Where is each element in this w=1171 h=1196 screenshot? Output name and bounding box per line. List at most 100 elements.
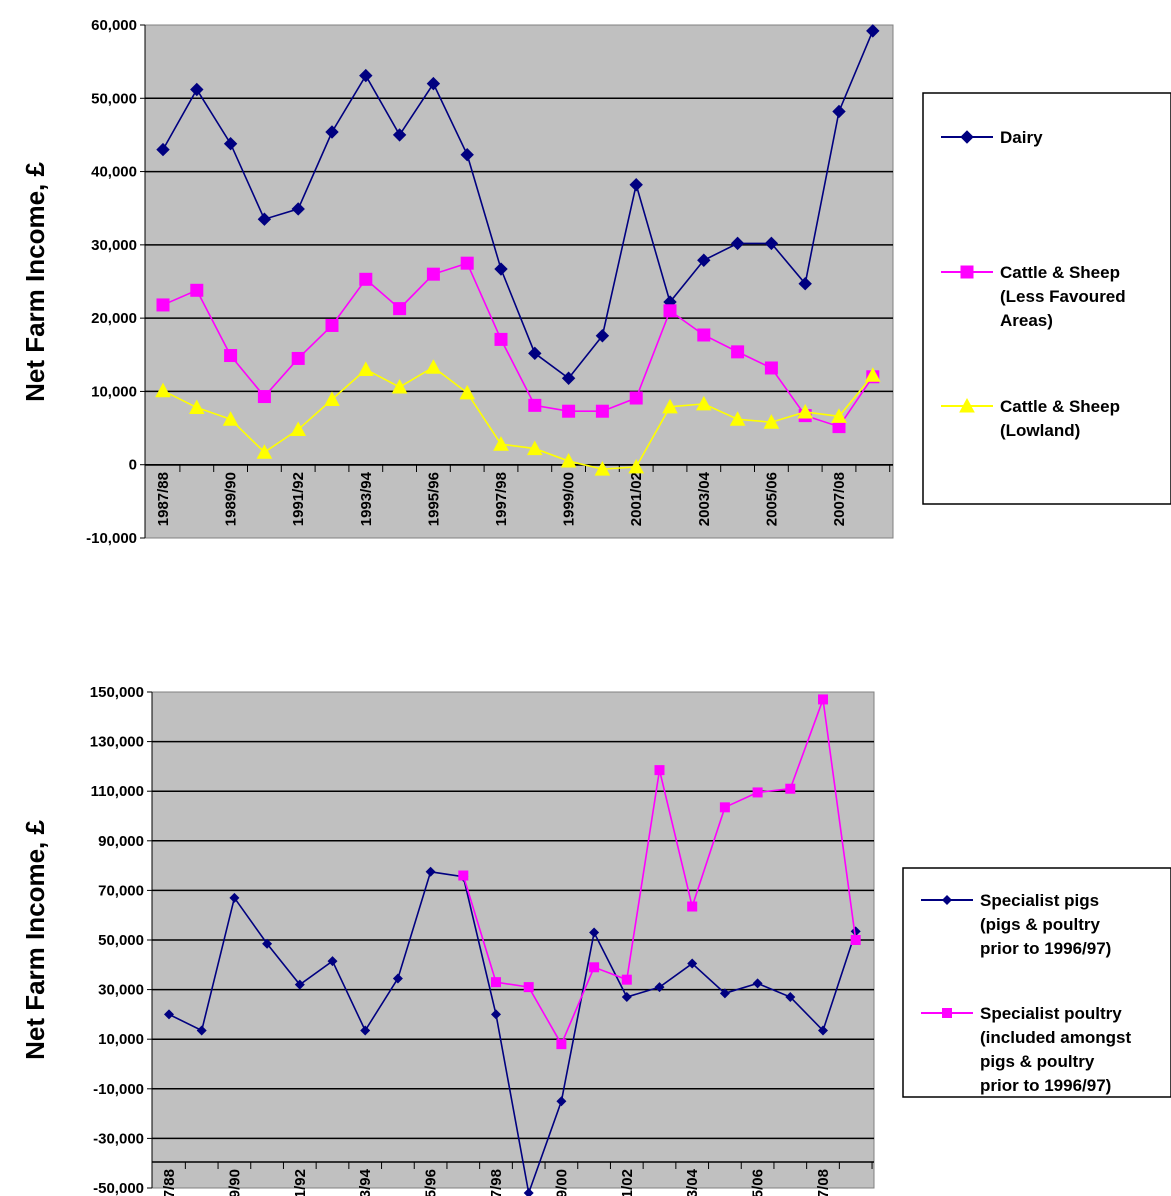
chart2-x-tick-label: 1989/90 — [226, 1169, 243, 1196]
chart1-y-axis-title: Net Farm Income, £ — [20, 162, 50, 402]
chart2-series-1-point — [360, 1025, 371, 1036]
chart2-series-2-point — [621, 974, 632, 985]
chart1-series-1-point — [629, 178, 643, 192]
chart2-series-1-point — [719, 988, 730, 999]
chart1-series-1-point — [156, 142, 170, 157]
chart2-series-1-point — [785, 992, 796, 1003]
chart2-y-tick-label: 90,000 — [98, 833, 144, 850]
chart1-series-1-point — [697, 253, 711, 267]
chart1-series-2-point — [629, 391, 643, 405]
chart1-y-tick-label: -10,000 — [86, 530, 137, 547]
chart2-series-2-point — [556, 1039, 567, 1050]
chart1-series-3-point — [729, 411, 746, 426]
chart1-series-3-point — [425, 359, 442, 374]
chart1-series-2-point — [764, 361, 778, 375]
chart1-x-tick-label: 2005/06 — [763, 472, 780, 526]
chart2-series-1-point — [392, 973, 403, 984]
chart1-series-3-point — [459, 384, 476, 400]
chart1-x-tick-label: 2007/08 — [831, 472, 848, 526]
chart2-series-1-point — [850, 926, 861, 937]
chart1-legend-label: Dairy — [1000, 128, 1043, 147]
chart1-series-1-point — [223, 137, 238, 151]
chart1-series-2-point — [528, 398, 542, 412]
chart2-series-1-point — [621, 992, 632, 1003]
chart2-legend-label: prior to 1996/97) — [980, 1076, 1111, 1095]
chart2-series-2-point — [818, 694, 828, 705]
chart1-series-1-point — [764, 236, 779, 251]
chart1-y-tick-label: 30,000 — [91, 237, 137, 254]
chart1-x-tick-label: 1995/96 — [425, 472, 442, 526]
chart2-x-tick-label: 1995/96 — [423, 1169, 440, 1196]
chart1-series-1-point — [832, 104, 846, 119]
chart2-series-2-point — [458, 870, 469, 881]
chart1-series-3-point — [256, 444, 273, 459]
chart1-series-3-point — [864, 367, 881, 382]
chart1-series-1-point — [561, 371, 576, 385]
chart2-legend-marker — [942, 1008, 952, 1018]
chart1-series-1-point — [460, 148, 474, 162]
chart1-x-tick-label: 2003/04 — [696, 471, 713, 526]
chart2-x-tick-label: 1997/98 — [488, 1169, 505, 1196]
chart1-series-1-point — [528, 346, 542, 361]
chart1-series-3-point — [357, 361, 374, 376]
chart2-series-1-point — [687, 958, 698, 969]
chart1-y-tick-label: 10,000 — [91, 383, 137, 400]
chart1-series-1-point — [730, 236, 745, 251]
chart2-x-tick-label: 2001/02 — [619, 1169, 636, 1196]
chart1-series-3-point — [188, 399, 205, 415]
chart1-series-1-point — [359, 68, 373, 83]
chart1-series-2-point — [257, 390, 271, 404]
chart1-y-tick-label: 60,000 — [91, 17, 137, 34]
chart1-series-2-line — [162, 262, 874, 428]
chart1-series-2-point — [494, 332, 508, 346]
chart2-y-tick-label: -50,000 — [93, 1180, 144, 1196]
chart1-legend-label: Cattle & Sheep — [1000, 397, 1120, 416]
chart1-series-1-point — [426, 76, 441, 91]
chart1-series-3-point — [628, 458, 645, 474]
chart2-series-1-point — [523, 1187, 534, 1196]
chart2-y-tick-label: 130,000 — [90, 734, 144, 751]
chart2-series-1-point — [491, 1009, 501, 1020]
chart1-series-3-point — [797, 403, 814, 419]
chart2-legend-marker — [942, 895, 952, 905]
chart1-series-3-point — [493, 436, 509, 451]
chart1-x-tick-label: 1987/88 — [155, 472, 172, 526]
chart2-series-2-point — [719, 802, 730, 813]
chart1-legend-label: Areas) — [1000, 311, 1053, 330]
chart2-y-axis-title: Net Farm Income, £ — [20, 820, 50, 1060]
chart2-series-1-point — [556, 1096, 567, 1107]
chart1-series-2-point — [393, 302, 407, 316]
chart1-series-1-point — [291, 202, 305, 216]
chart1-series-1-point — [494, 262, 508, 276]
chart2-y-tick-label: 150,000 — [90, 684, 144, 701]
chart1-legend-label: (Less Favoured — [1000, 287, 1126, 306]
chart2-series-2-point — [752, 787, 763, 798]
chart2-x-tick-label: 2005/06 — [750, 1169, 767, 1196]
chart1-y-tick-label: 0 — [129, 457, 137, 474]
chart2-series-2-point — [491, 977, 501, 988]
chart1-series-3-point — [391, 378, 408, 394]
chart2-legend-label: Specialist poultry — [980, 1004, 1122, 1023]
chart2-series-1-point — [818, 1025, 828, 1036]
chart1-plot-area — [144, 24, 894, 539]
chart1-series-3-point — [560, 452, 577, 468]
chart2-legend-label: Specialist pigs — [980, 891, 1099, 910]
chart2-series-1-point — [294, 979, 305, 990]
chart1-series-1-line — [162, 30, 874, 380]
chart1-series-3-point — [695, 395, 712, 411]
chart1-series-3-point — [831, 408, 847, 423]
chart1-series-1-point — [866, 24, 880, 38]
chart1-series-2-point — [595, 404, 609, 418]
chart1-series-3-point — [155, 382, 171, 398]
chart1-series-1-point — [190, 82, 204, 97]
chart1-legend-label: Cattle & Sheep — [1000, 263, 1120, 282]
chart1-series-3-point — [222, 411, 239, 426]
chart1-y-tick-label: 40,000 — [91, 164, 137, 181]
chart2-y-tick-label: -30,000 — [93, 1130, 144, 1147]
chart2-series-1-point — [327, 956, 338, 967]
chart2-series-1-point — [262, 938, 273, 949]
chart1-series-2-point — [426, 267, 440, 281]
chart1-series-1-point — [257, 212, 272, 226]
chart1-series-2-point — [190, 283, 204, 297]
